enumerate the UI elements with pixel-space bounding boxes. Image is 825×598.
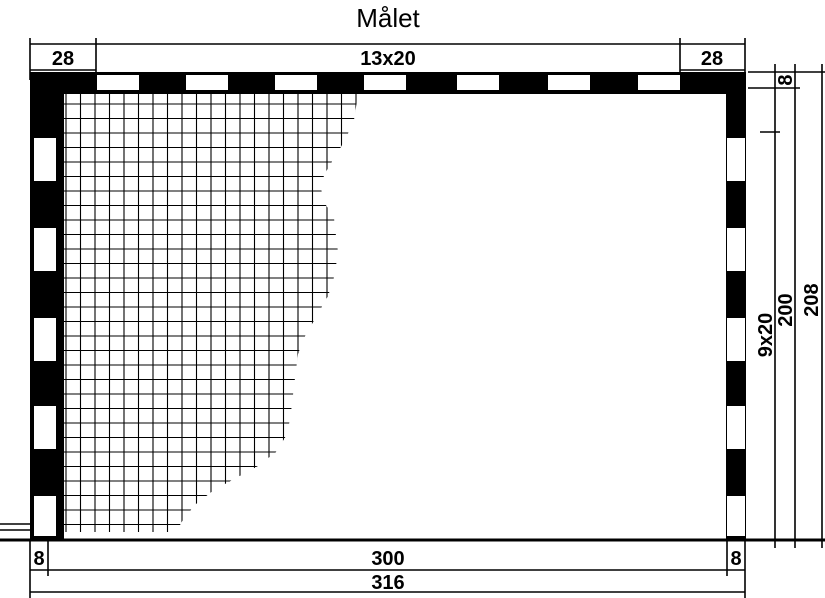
diagram-title: Målet <box>356 3 420 33</box>
dim-top-right: 28 <box>701 48 723 70</box>
net-mesh <box>64 94 358 532</box>
dim-top-middle: 13x20 <box>360 48 416 70</box>
bottom-dimension-lines <box>29 540 746 598</box>
dim-right-outer: 208 <box>801 283 823 316</box>
ground-anchor-lines <box>0 523 34 531</box>
top-dimension-lines <box>29 38 746 80</box>
right-post-white-stripes <box>727 138 745 536</box>
left-post-white-stripes <box>34 138 56 536</box>
dim-right-mid: 200 <box>775 293 797 326</box>
dim-top-left: 28 <box>52 48 74 70</box>
dim-bottom-right: 8 <box>730 548 741 570</box>
dim-right-small: 8 <box>775 74 797 85</box>
dim-bottom-left: 8 <box>33 548 44 570</box>
dim-bottom-total: 316 <box>371 572 404 594</box>
crossbar-white-stripes <box>97 75 680 90</box>
right-dimension-lines <box>748 64 825 548</box>
dim-bottom-middle: 300 <box>371 548 404 570</box>
dim-right-inner: 9x20 <box>755 313 777 358</box>
